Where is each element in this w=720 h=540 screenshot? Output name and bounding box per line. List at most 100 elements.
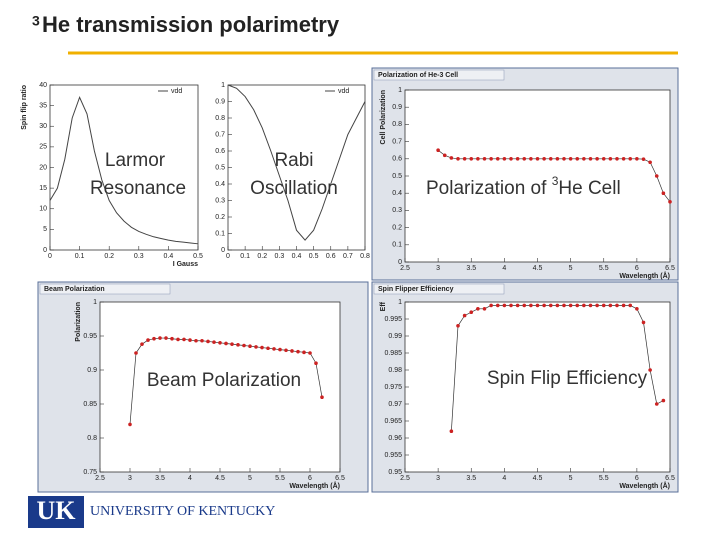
data-point <box>595 157 599 161</box>
y-tick-label: 0.85 <box>83 401 97 408</box>
data-point <box>509 303 513 308</box>
data-point <box>320 395 324 400</box>
y-tick-label: 0.7 <box>392 138 402 145</box>
plot-area <box>404 301 671 473</box>
y-tick-label: 20 <box>39 164 47 171</box>
x-tick-label: 0.6 <box>326 253 336 260</box>
plot-area <box>227 84 366 251</box>
x-tick-label: 3 <box>128 475 132 482</box>
x-tick-label: 4 <box>502 265 506 272</box>
y-tick-label: 0.985 <box>384 350 402 357</box>
data-point <box>206 339 210 344</box>
data-point <box>290 349 294 353</box>
x-tick-label: 0.8 <box>360 253 370 260</box>
y-tick-label: 0.5 <box>392 173 402 180</box>
panel-header <box>39 283 171 295</box>
x-tick-label: 5 <box>248 475 252 482</box>
data-point <box>568 157 573 161</box>
y-tick-label: 0.8 <box>87 435 97 442</box>
y-axis-label: Polarization <box>75 302 82 342</box>
data-point <box>489 303 493 308</box>
panel-header <box>373 283 505 295</box>
y-tick-label: 0.1 <box>392 242 402 249</box>
data-point <box>648 368 652 372</box>
series-line <box>49 96 199 245</box>
data-point <box>562 303 566 308</box>
y-tick-label: 1 <box>221 82 225 89</box>
data-point <box>212 340 216 344</box>
x-tick-label: 3 <box>436 475 440 482</box>
y-tick-label: 0.975 <box>384 384 402 391</box>
data-point <box>152 336 156 341</box>
data-point <box>535 157 540 161</box>
y-tick-label: 1 <box>398 299 402 306</box>
data-point <box>242 343 246 348</box>
x-tick-label: 0.7 <box>343 253 353 260</box>
x-tick-label: 4.5 <box>533 265 543 272</box>
data-point <box>522 303 527 308</box>
y-tick-label: 15 <box>39 185 47 192</box>
x-tick-label: 0.2 <box>104 253 114 260</box>
data-point <box>224 341 228 346</box>
chart-title: Polarization of He-3 Cell <box>378 72 458 79</box>
data-point <box>635 307 639 311</box>
data-point <box>462 157 467 161</box>
data-point <box>308 351 312 355</box>
y-tick-label: 0.9 <box>87 367 97 374</box>
data-point <box>661 398 666 403</box>
y-tick-label: 30 <box>39 123 47 130</box>
overlay-label: Resonance <box>90 178 186 199</box>
data-point <box>469 157 474 161</box>
data-point <box>489 157 493 161</box>
y-tick-label: 0 <box>398 259 402 266</box>
y-tick-label: 0.8 <box>215 115 225 122</box>
data-point <box>601 157 606 161</box>
data-point <box>449 429 454 434</box>
x-tick-label: 4 <box>188 475 192 482</box>
data-point <box>654 174 659 178</box>
series-line <box>227 84 366 241</box>
data-point <box>608 157 613 161</box>
data-point <box>515 157 520 161</box>
data-point <box>522 157 527 161</box>
y-tick-label: 0.2 <box>392 224 402 231</box>
overlay-label: Larmor <box>105 150 166 171</box>
overlay-label: Oscillation <box>250 178 338 199</box>
data-point <box>548 157 553 161</box>
y-tick-label: 0.965 <box>384 418 402 425</box>
x-tick-label: 0 <box>226 253 230 260</box>
data-point <box>314 361 318 366</box>
title-sup: 3 <box>32 13 40 29</box>
y-tick-label: 0.98 <box>388 367 402 374</box>
data-point <box>158 336 162 340</box>
data-point <box>456 157 460 161</box>
y-tick-label: 0.95 <box>388 469 402 476</box>
y-tick-label: 0.4 <box>392 190 402 197</box>
x-tick-label: 0.5 <box>309 253 319 260</box>
data-point <box>582 303 586 308</box>
plot-area <box>404 89 671 263</box>
y-tick-label: 0.3 <box>392 207 402 214</box>
data-point <box>562 157 566 161</box>
data-point <box>548 303 553 308</box>
x-tick-label: 2.5 <box>95 475 105 482</box>
overlay-label: Rabi <box>274 150 313 171</box>
y-tick-label: 0.5 <box>215 164 225 171</box>
y-tick-label: 0.6 <box>215 148 225 155</box>
logo: UK <box>37 496 77 525</box>
data-point <box>176 337 180 342</box>
chart-title: Spin Flipper Efficiency <box>378 286 454 293</box>
data-point <box>442 153 447 158</box>
y-tick-label: 40 <box>39 82 47 89</box>
data-point <box>456 324 460 328</box>
data-point <box>668 200 672 204</box>
x-tick-label: 2.5 <box>400 265 410 272</box>
data-point <box>555 303 560 308</box>
overlay-part: 3 <box>552 174 559 188</box>
data-point <box>601 303 606 308</box>
data-point <box>628 303 633 308</box>
x-axis-label: Wavelength (Å) <box>619 481 670 490</box>
data-point <box>482 307 487 311</box>
x-tick-label: 6.5 <box>665 265 675 272</box>
